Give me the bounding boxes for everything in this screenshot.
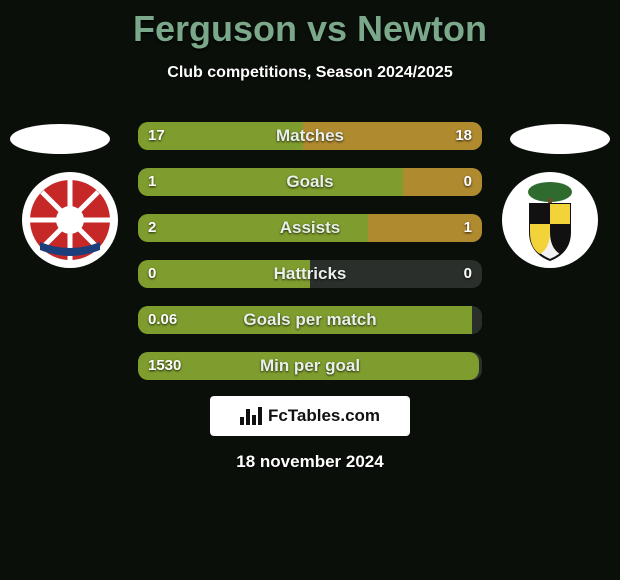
stat-row-assists: 2 Assists 1 — [138, 214, 482, 242]
stat-row-matches: 17 Matches 18 — [138, 122, 482, 150]
stats-panel: 17 Matches 18 1 Goals 0 2 Assists 1 0 — [138, 122, 482, 398]
stat-label: Assists — [138, 214, 482, 242]
stat-label: Matches — [138, 122, 482, 150]
stat-value-right: 18 — [445, 122, 482, 150]
stat-label: Hattricks — [138, 260, 482, 288]
player-left-silhouette — [10, 124, 110, 154]
stat-value-right — [462, 306, 482, 334]
logo-text: FcTables.com — [268, 406, 380, 426]
stat-value-right: 1 — [454, 214, 482, 242]
stat-row-goals-per-match: 0.06 Goals per match — [138, 306, 482, 334]
stat-row-goals: 1 Goals 0 — [138, 168, 482, 196]
stat-label: Min per goal — [138, 352, 482, 380]
snapshot-date: 18 november 2024 — [0, 452, 620, 472]
club-badge-right — [500, 170, 600, 270]
stat-value-right: 0 — [454, 168, 482, 196]
player-right-silhouette — [510, 124, 610, 154]
stat-label: Goals — [138, 168, 482, 196]
club-badge-left — [20, 170, 120, 270]
page-title: Ferguson vs Newton — [0, 8, 620, 50]
stat-value-right: 0 — [454, 260, 482, 288]
fctables-logo: FcTables.com — [210, 396, 410, 436]
stat-row-min-per-goal: 1530 Min per goal — [138, 352, 482, 380]
stat-label: Goals per match — [138, 306, 482, 334]
page-subtitle: Club competitions, Season 2024/2025 — [0, 64, 620, 82]
bar-chart-icon — [240, 407, 262, 425]
stat-row-hattricks: 0 Hattricks 0 — [138, 260, 482, 288]
stat-value-right — [462, 352, 482, 380]
